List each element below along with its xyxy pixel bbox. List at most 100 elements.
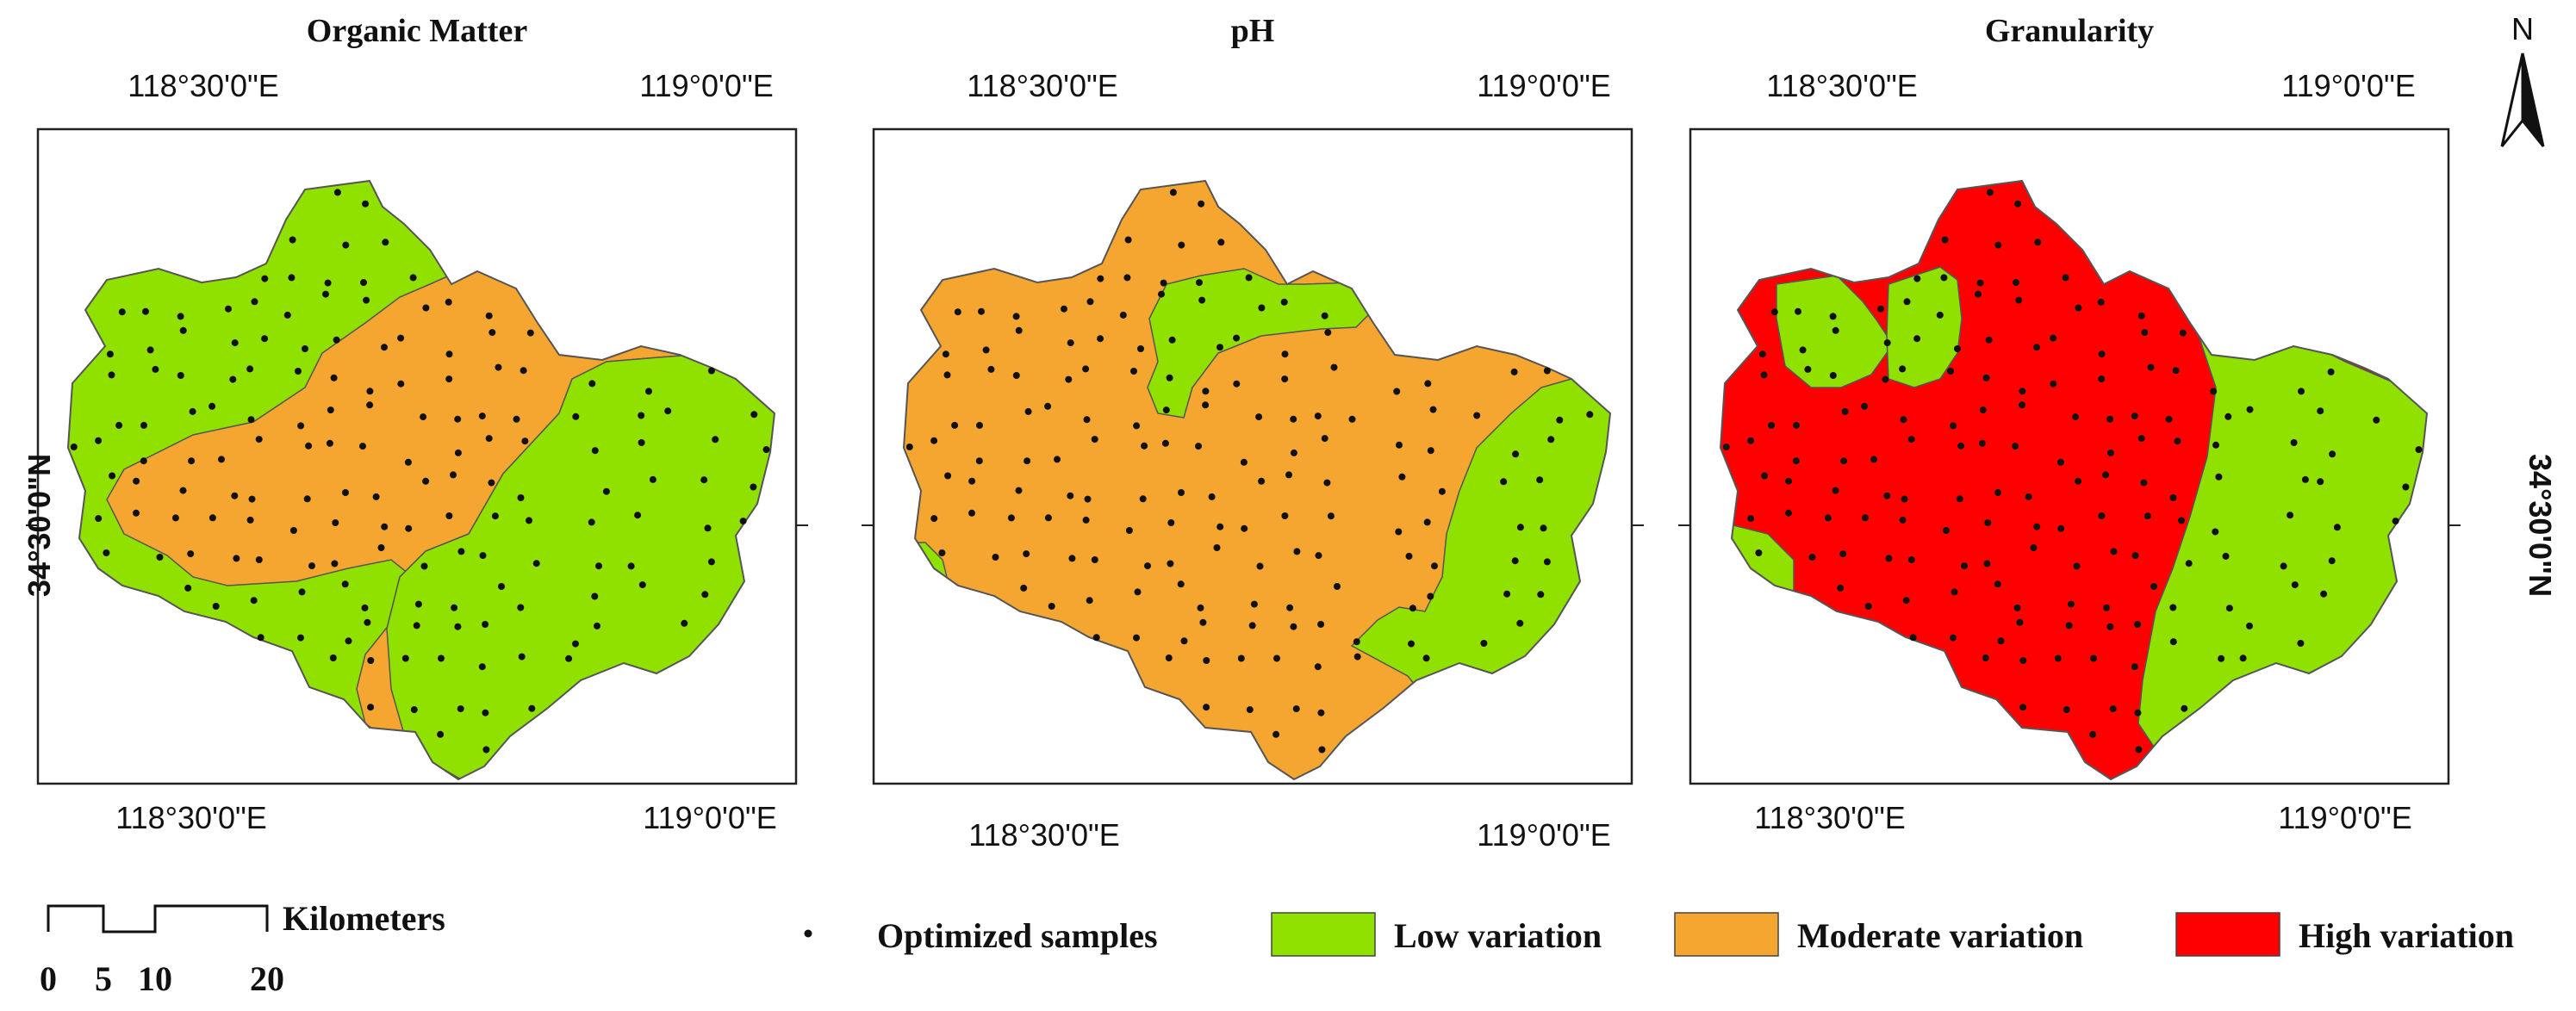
sample-point (1427, 592, 1434, 600)
sample-point (1255, 413, 1263, 421)
sample-point (1012, 313, 1020, 320)
longitude-label-top: 119°0'0"E (1477, 68, 1611, 103)
sample-point (362, 200, 370, 208)
longitude-label-bottom: 119°0'0"E (2278, 800, 2412, 835)
sample-point (177, 313, 184, 320)
sample-point (478, 412, 486, 420)
sample-point (2030, 544, 2038, 551)
longitude-label-top: 119°0'0"E (2281, 68, 2416, 103)
sample-point (289, 236, 296, 244)
sample-point (513, 415, 520, 423)
sample-point (359, 443, 366, 450)
sample-point (2137, 312, 2145, 319)
sample-point (2239, 654, 2247, 662)
sample-point (381, 344, 388, 351)
longitude-label-top: 118°30'0"E (128, 68, 279, 103)
scale-bar-segments (47, 904, 269, 933)
sample-point (1317, 709, 1325, 716)
sample-point (1133, 634, 1140, 642)
sample-point (1899, 365, 1907, 373)
sample-point (1168, 336, 1176, 344)
sample-point (526, 517, 532, 524)
sample-point (1285, 471, 1292, 479)
sample-point (1054, 456, 1061, 463)
north-arrow-label: N (2511, 11, 2534, 47)
sample-point (1082, 365, 1090, 373)
sample-point (1141, 442, 1148, 450)
sample-point (2131, 663, 2138, 671)
sample-point (2169, 638, 2177, 646)
sample-point (482, 621, 489, 628)
sample-point (1768, 421, 1776, 429)
sample-point (2134, 709, 2142, 716)
scale-tick-label: 10 (138, 959, 172, 998)
sample-point (208, 402, 216, 410)
sample-point (1167, 519, 1175, 526)
sample-point (257, 634, 264, 642)
sample-point (521, 437, 529, 445)
sample-point (930, 437, 938, 444)
sample-point (482, 709, 489, 716)
sample-point (1864, 603, 1872, 610)
scale-bar: Kilometers 0 5 10 20 (40, 899, 445, 998)
sample-point (2106, 415, 2114, 423)
sample-point (324, 279, 332, 287)
legend-label-moderate: Moderate variation (1797, 916, 2083, 955)
sample-point (1956, 495, 1963, 503)
sample-point (1216, 523, 1224, 530)
sample-point (1543, 558, 1551, 566)
sample-point (1044, 402, 1052, 410)
sample-point (1202, 401, 1210, 409)
sample-point (1870, 456, 1877, 463)
sample-point (140, 421, 147, 429)
sample-point (1067, 492, 1074, 499)
sample-point (422, 304, 430, 312)
sample-point (982, 346, 990, 354)
sample-point (1273, 654, 1280, 662)
sample-point (2097, 298, 2105, 306)
sample-point (225, 305, 232, 313)
sample-point (1233, 334, 1241, 342)
sample-point (1907, 556, 1915, 563)
sample-point (1984, 519, 1992, 526)
sample-point (177, 372, 184, 379)
sample-point (1480, 640, 1488, 647)
sample-point (595, 562, 602, 570)
sample-point (1961, 562, 1968, 570)
sample-point (978, 307, 985, 315)
sample-point (382, 239, 389, 246)
sample-point (2102, 471, 2109, 479)
sample-point (1785, 477, 1793, 485)
sample-point (638, 581, 646, 589)
sample-point (2065, 622, 2073, 630)
sample-point (1882, 375, 1889, 383)
sample-point (532, 560, 540, 568)
sample-point (485, 312, 493, 319)
sample-point (954, 308, 961, 316)
sample-point (1510, 368, 1518, 375)
sample-point (2246, 622, 2253, 630)
sample-point (246, 365, 254, 373)
longitude-label-bottom: 118°30'0"E (1754, 800, 1906, 835)
sample-point (454, 623, 462, 630)
sample-point (2222, 552, 2230, 560)
sample-point (1824, 514, 1832, 522)
sample-point (108, 371, 115, 379)
sample-point (2033, 523, 2041, 530)
sample-point (413, 622, 420, 630)
sample-point (520, 367, 527, 375)
sample-point (1543, 367, 1551, 375)
sample-point (454, 449, 462, 456)
sample-point (1314, 412, 1322, 420)
sample-point (1167, 560, 1174, 568)
sample-point (968, 477, 976, 485)
sample-point (1994, 241, 2002, 249)
sample-point (140, 457, 147, 465)
sample-point (1317, 621, 1325, 628)
sample-point (1213, 544, 1221, 551)
sample-point (1198, 200, 1205, 208)
sample-point (2212, 441, 2219, 449)
sample-point (342, 489, 349, 496)
sample-point (488, 329, 496, 337)
sample-point (1994, 580, 2001, 588)
